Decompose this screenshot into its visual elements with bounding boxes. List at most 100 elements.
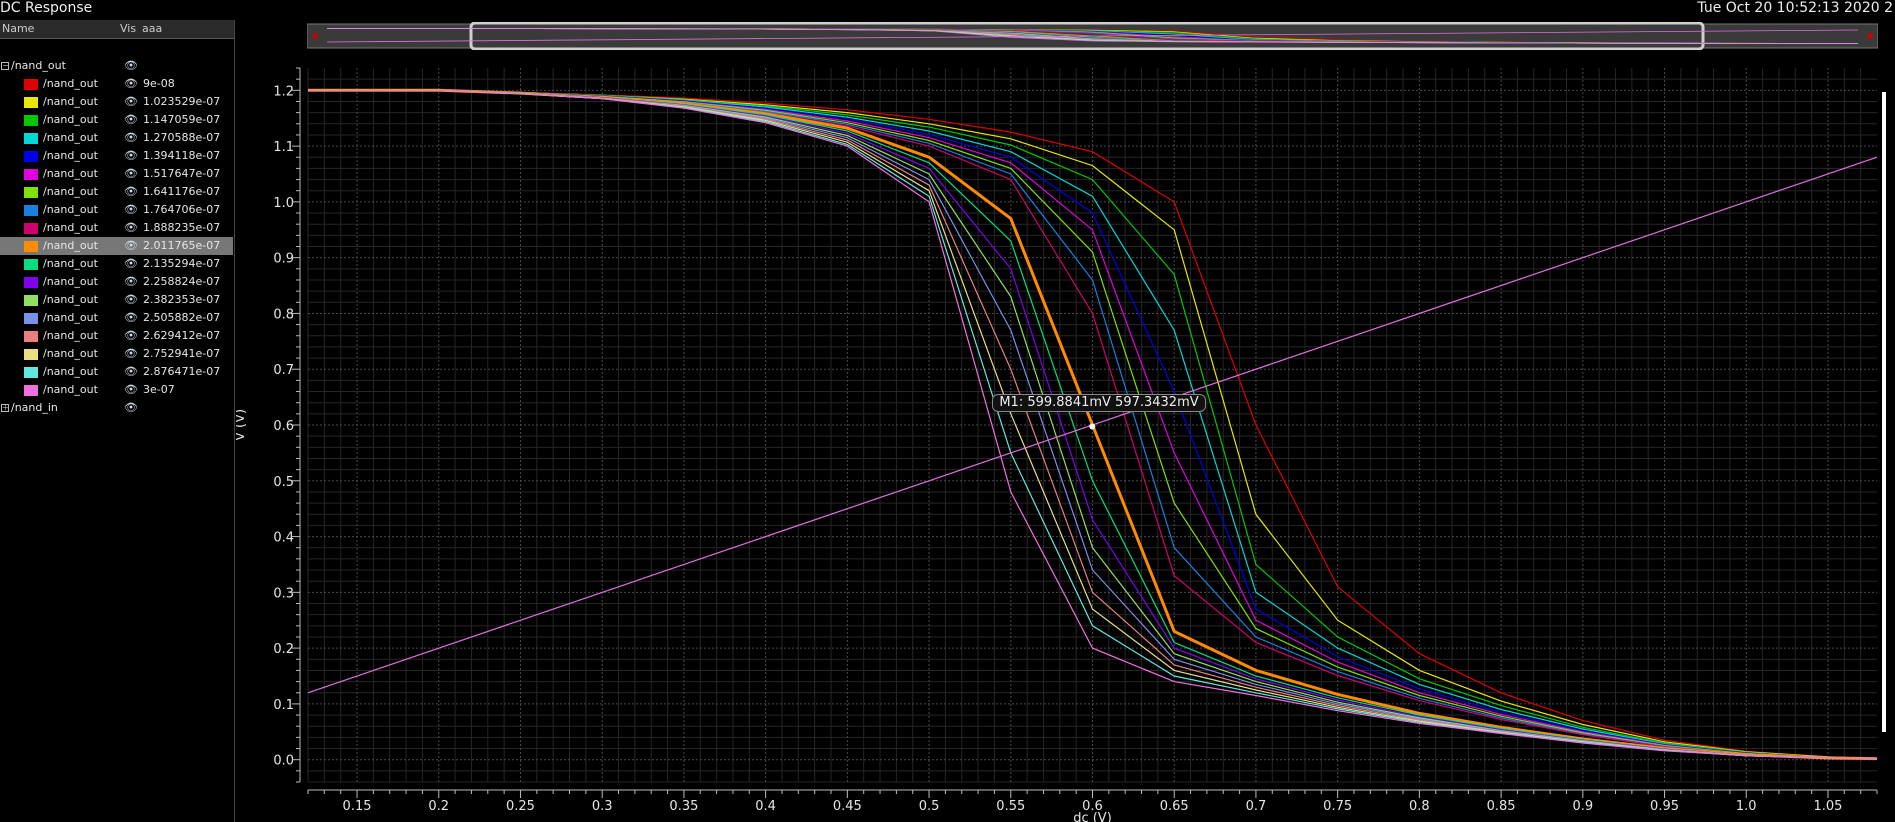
signal-group-row[interactable]: −/nand_out 👁 <box>0 57 233 75</box>
signal-color-swatch <box>24 295 38 306</box>
visibility-eye-icon[interactable]: 👁 <box>124 383 138 396</box>
signal-name: /nand_out <box>43 77 98 90</box>
signal-color-swatch <box>24 205 38 216</box>
x-tick-label: 0.4 <box>755 799 776 814</box>
visibility-eye-icon[interactable]: 👁 <box>124 95 138 108</box>
y-tick-label: 0.0 <box>273 754 294 769</box>
y-tick-label: 0.6 <box>273 419 294 434</box>
visibility-eye-icon[interactable]: 👁 <box>124 401 138 414</box>
signal-row[interactable]: /nand_out 👁 1.023529e-07 <box>0 93 233 111</box>
expander-icon[interactable]: + <box>1 403 9 412</box>
column-header-aaa[interactable]: aaa <box>142 22 163 35</box>
signal-sweep-value: 1.394118e-07 <box>143 149 221 162</box>
visibility-eye-icon[interactable]: 👁 <box>124 365 138 378</box>
signal-row[interactable]: /nand_out 👁 9e-08 <box>0 75 233 93</box>
scroll-left-arrow[interactable] <box>311 32 317 40</box>
y-tick-label: 0.2 <box>273 642 294 657</box>
scroll-right-arrow[interactable] <box>1868 32 1874 40</box>
expander-icon[interactable]: − <box>1 61 9 70</box>
signal-color-swatch <box>24 223 38 234</box>
visibility-eye-icon[interactable]: 👁 <box>124 239 138 252</box>
signal-row[interactable]: /nand_out 👁 2.876471e-07 <box>0 363 233 381</box>
marker-m1-point <box>1089 423 1096 430</box>
scrollbar-thumb[interactable] <box>469 22 1705 50</box>
signal-row[interactable]: /nand_out 👁 2.505882e-07 <box>0 309 233 327</box>
signal-name: /nand_out <box>43 383 98 396</box>
signal-name: /nand_out <box>43 113 98 126</box>
signal-row[interactable]: /nand_out 👁 1.394118e-07 <box>0 147 233 165</box>
signal-row[interactable]: /nand_out 👁 1.270588e-07 <box>0 129 233 147</box>
visibility-eye-icon[interactable]: 👁 <box>124 77 138 90</box>
signal-name: /nand_out <box>43 311 98 324</box>
visibility-eye-icon[interactable]: 👁 <box>124 275 138 288</box>
minimap-series-line <box>327 28 1858 44</box>
signal-group-row[interactable]: +/nand_in 👁 <box>0 399 233 417</box>
signal-name: /nand_out <box>43 293 98 306</box>
signal-sweep-value: 1.517647e-07 <box>143 167 221 180</box>
signal-name: /nand_out <box>43 275 98 288</box>
column-header-name[interactable]: Name <box>2 22 35 35</box>
column-header-vis[interactable]: Vis <box>120 22 137 35</box>
x-tick-label: 0.9 <box>1572 799 1593 814</box>
x-tick-label: 0.45 <box>833 799 862 814</box>
signal-name: /nand_out <box>43 95 98 108</box>
series-line <box>308 89 1878 760</box>
x-tick-label: 0.15 <box>343 799 372 814</box>
signal-row[interactable]: /nand_out 👁 1.888235e-07 <box>0 219 233 237</box>
x-tick-label: 0.95 <box>1650 799 1679 814</box>
signal-name: /nand_out <box>43 167 98 180</box>
plot-area[interactable]: 0.15 0.2 0.25 0.3 0.35 0.4 0.45 0.5 0.55 0.6 0.65 0… <box>233 52 1895 822</box>
visibility-eye-icon[interactable]: 👁 <box>124 59 138 72</box>
signal-row[interactable]: /nand_out 👁 2.382353e-07 <box>0 291 233 309</box>
signal-name: /nand_out <box>43 329 98 342</box>
signal-row[interactable]: /nand_out 👁 2.135294e-07 <box>0 255 233 273</box>
signal-sweep-value: 2.258824e-07 <box>143 275 221 288</box>
signal-row[interactable]: /nand_out 👁 2.258824e-07 <box>0 273 233 291</box>
y-tick-label: 1.1 <box>273 140 294 155</box>
signal-row[interactable]: /nand_out 👁 2.752941e-07 <box>0 345 233 363</box>
marker-m1-label[interactable]: M1: 599.8841mV 597.3432mV <box>992 393 1206 412</box>
signal-sweep-value: 2.011765e-07 <box>143 239 221 252</box>
signal-row[interactable]: /nand_out 👁 1.764706e-07 <box>0 201 233 219</box>
signal-name: /nand_out <box>43 185 98 198</box>
visibility-eye-icon[interactable]: 👁 <box>124 149 138 162</box>
visibility-eye-icon[interactable]: 👁 <box>124 329 138 342</box>
signal-color-swatch <box>24 277 38 288</box>
x-tick-label: 0.65 <box>1160 799 1189 814</box>
signal-row[interactable]: /nand_out 👁 1.641176e-07 <box>0 183 233 201</box>
visibility-eye-icon[interactable]: 👁 <box>124 167 138 180</box>
dc-response-chart[interactable]: 0.15 0.2 0.25 0.3 0.35 0.4 0.45 0.5 0.55 0.6 0.65 0… <box>233 52 1895 822</box>
scrollbar-minimap <box>326 28 1859 44</box>
signal-group-name: /nand_in <box>11 401 58 414</box>
signal-sweep-value: 1.147059e-07 <box>143 113 221 126</box>
x-tick-label: 0.85 <box>1487 799 1516 814</box>
signal-sweep-value: 1.270588e-07 <box>143 131 221 144</box>
signal-row[interactable]: /nand_out 👁 1.147059e-07 <box>0 111 233 129</box>
visibility-eye-icon[interactable]: 👁 <box>124 185 138 198</box>
signal-color-swatch <box>24 241 38 252</box>
visibility-eye-icon[interactable]: 👁 <box>124 293 138 306</box>
visibility-eye-icon[interactable]: 👁 <box>124 311 138 324</box>
signal-sweep-value: 2.382353e-07 <box>143 293 221 306</box>
visibility-eye-icon[interactable]: 👁 <box>124 113 138 126</box>
signal-color-swatch <box>24 367 38 378</box>
overview-scrollbar[interactable] <box>307 22 1878 50</box>
signal-row[interactable]: /nand_out 👁 3e-07 <box>0 381 233 399</box>
visibility-eye-icon[interactable]: 👁 <box>124 347 138 360</box>
y-tick-label: 0.5 <box>273 475 294 490</box>
x-tick-label: 0.55 <box>996 799 1025 814</box>
signal-sweep-value: 2.752941e-07 <box>143 347 221 360</box>
signal-row[interactable]: /nand_out 👁 2.629412e-07 <box>0 327 233 345</box>
signal-row[interactable]: /nand_out 👁 1.517647e-07 <box>0 165 233 183</box>
signal-color-swatch <box>24 151 38 162</box>
visibility-eye-icon[interactable]: 👁 <box>124 203 138 216</box>
signal-row[interactable]: /nand_out 👁 2.011765e-07 <box>0 237 233 255</box>
visibility-eye-icon[interactable]: 👁 <box>124 221 138 234</box>
y-tick-label: 0.3 <box>273 586 294 601</box>
visibility-eye-icon[interactable]: 👁 <box>124 257 138 270</box>
signal-color-swatch <box>24 259 38 270</box>
signal-sweep-value: 3e-07 <box>143 383 175 396</box>
signal-name: /nand_out <box>43 221 98 234</box>
x-tick-label: 1.0 <box>1736 799 1757 814</box>
visibility-eye-icon[interactable]: 👁 <box>124 131 138 144</box>
